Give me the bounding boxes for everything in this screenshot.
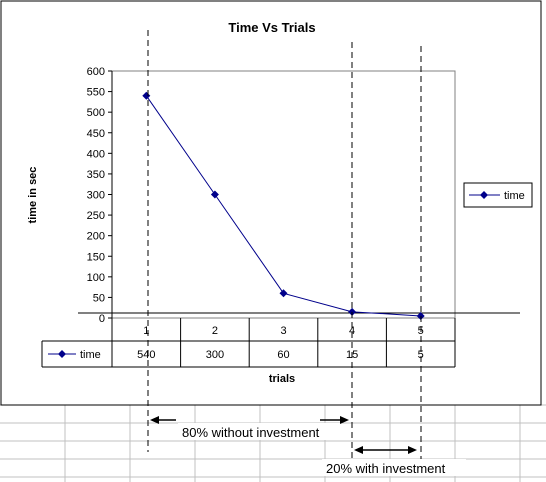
annotation-background	[178, 423, 340, 440]
data-point[interactable]	[348, 307, 357, 316]
y-tick-label: 600	[87, 66, 105, 78]
table-value: 540	[137, 349, 155, 361]
legend-key-marker	[480, 191, 488, 199]
series-time	[142, 91, 425, 320]
y-tick-label: 300	[87, 190, 105, 202]
y-axis-ticks: 0 50 100 150 200 250 300 350 400 450 500 550 600	[87, 66, 112, 325]
y-tick-label: 400	[87, 148, 105, 160]
table-legend-key-marker	[58, 350, 66, 358]
chart-title: Time Vs Trials	[228, 20, 315, 35]
table-category-label: 1	[143, 325, 149, 337]
x-axis-label: trials	[269, 373, 295, 385]
table-value: 5	[418, 349, 424, 361]
table-value: 300	[206, 349, 224, 361]
table-category-label: 3	[280, 325, 286, 337]
arrowhead-right	[340, 416, 349, 424]
table-category-label: 4	[349, 325, 355, 337]
table-value: 60	[277, 349, 289, 361]
y-tick-label: 250	[87, 210, 105, 222]
y-tick-label: 500	[87, 107, 105, 119]
annotation-background	[322, 459, 466, 476]
arrowhead-left	[150, 416, 159, 424]
arrowhead-with-left	[354, 446, 363, 454]
table-category-label: 2	[212, 325, 218, 337]
data-point[interactable]	[416, 311, 425, 320]
data-table: 1540230036041555 time	[41, 312, 520, 368]
chart-area[interactable]	[0, 0, 542, 406]
arrowhead-with-right	[408, 446, 417, 454]
y-tick-label: 200	[87, 231, 105, 243]
y-tick-label: 550	[87, 87, 105, 99]
y-tick-label: 50	[93, 292, 105, 304]
y-tick-label: 350	[87, 169, 105, 181]
legend[interactable]: time	[463, 182, 533, 208]
data-point[interactable]	[279, 289, 288, 298]
legend-label: time	[504, 190, 525, 202]
y-tick-label: 100	[87, 272, 105, 284]
table-series-name: time	[80, 349, 101, 361]
y-tick-label: 0	[99, 313, 105, 325]
annotation-without-investment: 80% without investment	[182, 425, 320, 440]
data-point[interactable]	[210, 190, 219, 199]
annotation-with-investment: 20% with investment	[326, 461, 446, 476]
y-tick-label: 150	[87, 251, 105, 263]
y-axis-label: time in sec	[27, 167, 39, 224]
y-tick-label: 450	[87, 128, 105, 140]
spreadsheet-grid	[0, 404, 546, 482]
